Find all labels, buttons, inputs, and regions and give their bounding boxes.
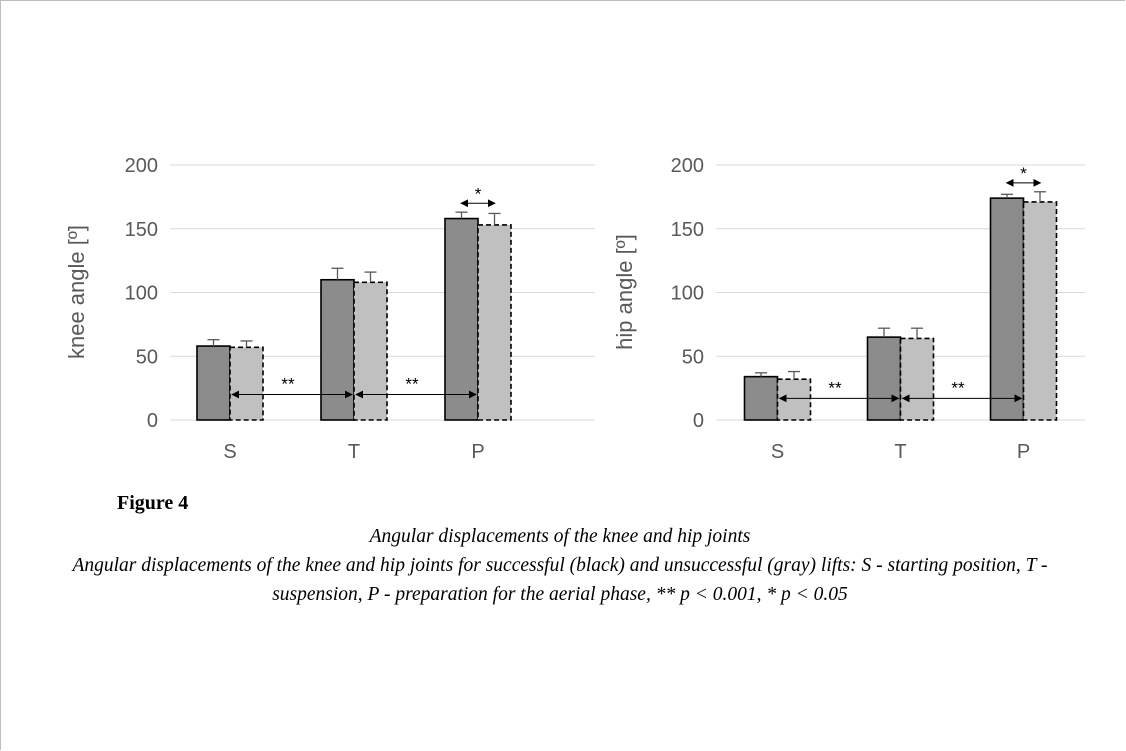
- bar-unsuccessful: [1022, 201, 1058, 421]
- figure-title: Angular displacements of the knee and hi…: [369, 526, 751, 547]
- bar-successful: [320, 278, 355, 421]
- bar-unsuccessful: [776, 378, 812, 421]
- y-tick-label: 0: [693, 410, 704, 432]
- significance-label: *: [475, 184, 482, 203]
- y-tick-label: 100: [125, 283, 158, 305]
- y-tick-label: 200: [671, 155, 704, 177]
- significance-label: **: [828, 378, 842, 397]
- y-tick-label: 200: [125, 155, 158, 177]
- x-tick-label: S: [223, 441, 236, 463]
- significance-label: **: [951, 378, 965, 397]
- y-axis-label: hip angle [º]: [612, 234, 637, 350]
- significance-label: *: [1020, 164, 1027, 183]
- figure-label: Figure 4: [117, 492, 189, 514]
- x-tick-label: P: [471, 441, 484, 463]
- bar-successful: [866, 336, 902, 421]
- y-tick-label: 150: [671, 219, 704, 241]
- y-tick-label: 0: [147, 410, 158, 432]
- bar-successful: [989, 197, 1025, 421]
- x-tick-label: T: [894, 441, 906, 463]
- y-axis-label: knee angle [º]: [64, 225, 89, 359]
- y-tick-label: 100: [671, 283, 704, 305]
- bar-successful: [743, 375, 779, 421]
- y-tick-label: 50: [136, 346, 158, 368]
- bar-unsuccessful: [353, 281, 388, 421]
- significance-label: **: [405, 375, 419, 394]
- significance-label: **: [281, 375, 295, 394]
- bar-unsuccessful: [477, 224, 512, 421]
- y-tick-label: 50: [682, 346, 704, 368]
- figure-caption: Angular displacements of the knee and hi…: [72, 555, 1048, 605]
- x-tick-label: P: [1017, 441, 1030, 463]
- bar-unsuccessful: [229, 346, 264, 421]
- y-tick-label: 150: [125, 219, 158, 241]
- x-tick-label: T: [348, 441, 360, 463]
- bar-successful: [444, 217, 479, 421]
- bar-unsuccessful: [899, 337, 935, 421]
- x-tick-label: S: [771, 441, 784, 463]
- bar-successful: [196, 345, 231, 421]
